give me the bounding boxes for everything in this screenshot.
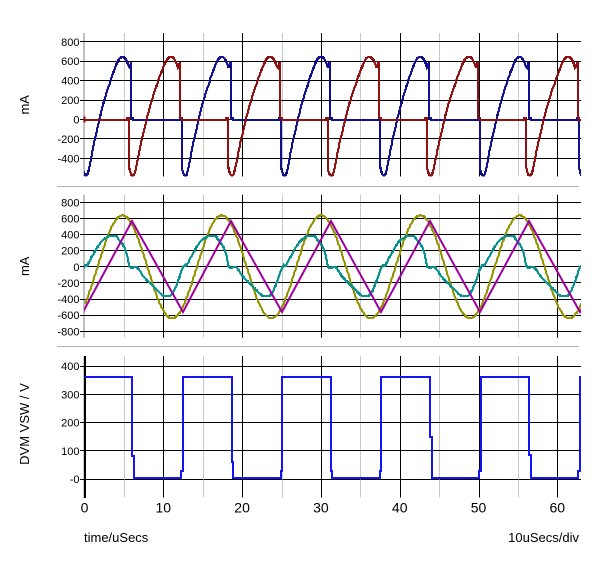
svg-text:200: 200 bbox=[61, 418, 79, 430]
svg-text:time/uSecs: time/uSecs bbox=[84, 530, 149, 545]
svg-text:-200: -200 bbox=[57, 278, 79, 290]
svg-text:DVM VSW / V: DVM VSW / V bbox=[17, 383, 32, 465]
svg-text:-600: -600 bbox=[57, 310, 79, 322]
svg-text:10uSecs/div: 10uSecs/div bbox=[508, 530, 579, 545]
svg-text:50: 50 bbox=[471, 500, 487, 516]
svg-text:-200: -200 bbox=[57, 134, 79, 146]
svg-text:-400: -400 bbox=[57, 153, 79, 165]
svg-text:20: 20 bbox=[234, 500, 250, 516]
svg-text:-0: -0 bbox=[70, 474, 80, 486]
svg-text:100: 100 bbox=[61, 446, 79, 458]
svg-text:800: 800 bbox=[61, 37, 79, 49]
svg-text:400: 400 bbox=[61, 76, 79, 88]
svg-text:0: 0 bbox=[73, 262, 79, 274]
svg-text:30: 30 bbox=[313, 500, 329, 516]
svg-text:10: 10 bbox=[156, 500, 172, 516]
svg-text:600: 600 bbox=[61, 213, 79, 225]
svg-text:40: 40 bbox=[392, 500, 408, 516]
svg-text:300: 300 bbox=[61, 389, 79, 401]
svg-text:mA: mA bbox=[17, 95, 32, 115]
svg-text:800: 800 bbox=[61, 197, 79, 209]
svg-text:0: 0 bbox=[73, 115, 79, 127]
svg-text:mA: mA bbox=[17, 256, 32, 276]
svg-text:0: 0 bbox=[81, 500, 89, 516]
svg-text:200: 200 bbox=[61, 95, 79, 107]
svg-text:400: 400 bbox=[61, 361, 79, 373]
svg-text:-800: -800 bbox=[57, 326, 79, 338]
svg-text:400: 400 bbox=[61, 230, 79, 242]
svg-text:600: 600 bbox=[61, 56, 79, 68]
svg-text:60: 60 bbox=[550, 500, 566, 516]
svg-text:200: 200 bbox=[61, 246, 79, 258]
svg-text:-400: -400 bbox=[57, 294, 79, 306]
